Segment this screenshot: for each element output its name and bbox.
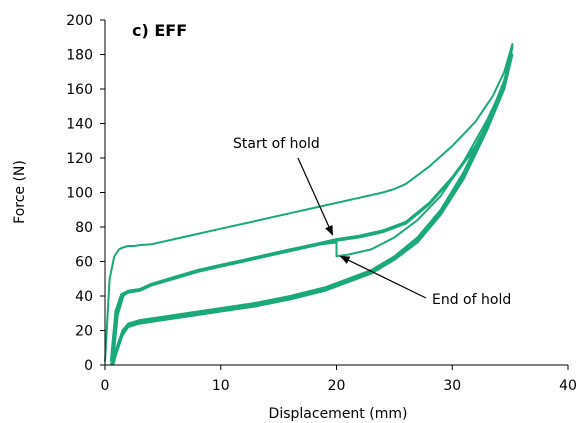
y-tick-label: 200 bbox=[66, 13, 93, 29]
y-axis-title: Force (N) bbox=[12, 160, 28, 224]
x-tick-label: 0 bbox=[101, 378, 110, 394]
arrow-end-of-hold bbox=[339, 255, 427, 299]
y-tick-label: 0 bbox=[84, 358, 93, 374]
x-tick-label: 30 bbox=[443, 378, 461, 394]
series-layer bbox=[104, 43, 514, 366]
x-axis-title: Displacement (mm) bbox=[269, 406, 408, 422]
series-line-3 bbox=[112, 53, 514, 366]
x-ticks: 0 10 20 30 40 bbox=[101, 365, 577, 394]
annotations: Start of hold End of hold bbox=[233, 136, 511, 308]
x-tick-label: 40 bbox=[559, 378, 577, 394]
y-tick-label: 100 bbox=[66, 186, 93, 202]
y-tick-label: 40 bbox=[75, 289, 93, 305]
annotation-start-of-hold: Start of hold bbox=[233, 136, 320, 152]
series-line-1 bbox=[104, 43, 514, 364]
series-line-2 bbox=[110, 46, 514, 366]
y-tick-label: 80 bbox=[75, 220, 93, 236]
y-tick-label: 160 bbox=[66, 82, 93, 98]
y-tick-label: 60 bbox=[75, 255, 93, 271]
y-tick-label: 140 bbox=[66, 117, 93, 133]
y-tick-label: 120 bbox=[66, 151, 93, 167]
x-tick-label: 10 bbox=[212, 378, 230, 394]
chart-title: c) EFF bbox=[132, 21, 187, 40]
y-tick-label: 20 bbox=[75, 324, 93, 340]
x-tick-label: 20 bbox=[328, 378, 346, 394]
y-tick-label: 180 bbox=[66, 48, 93, 64]
annotation-end-of-hold: End of hold bbox=[432, 292, 511, 308]
series-line-4 bbox=[109, 44, 514, 366]
arrow-start-of-hold bbox=[297, 157, 334, 236]
y-ticks: 0 20 40 60 80 100 120 140 160 180 200 bbox=[66, 13, 105, 374]
